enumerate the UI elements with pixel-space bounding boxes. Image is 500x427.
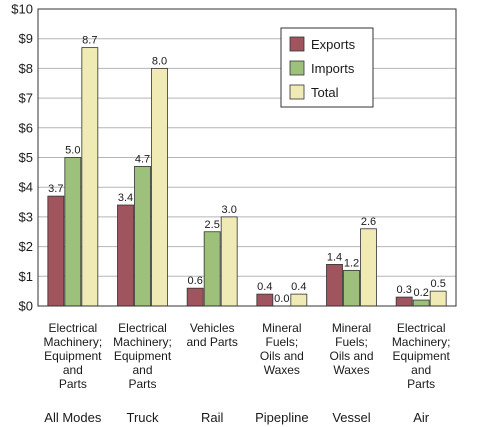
y-tick-label: $9 — [19, 31, 33, 46]
data-label: 0.0 — [274, 293, 289, 305]
category-label: Equipment — [114, 349, 172, 363]
bar-total — [151, 68, 168, 307]
data-label: 0.2 — [414, 287, 429, 299]
data-label: 8.0 — [152, 55, 167, 67]
category-label: Equipment — [44, 349, 102, 363]
y-tick-label: $5 — [19, 150, 33, 165]
category-label: Waxes — [333, 363, 369, 377]
bar-imports — [134, 166, 151, 307]
gridlines — [38, 38, 456, 277]
y-axis: $0 $1 $2 $3 $4 $5 $6 $7 $8 $9 $10 — [11, 2, 33, 314]
data-label: 2.6 — [361, 216, 376, 228]
y-tick-label: $8 — [19, 61, 33, 76]
legend-label: Exports — [311, 37, 356, 52]
data-label: 2.5 — [205, 219, 220, 231]
category-label: Oils and — [260, 349, 304, 363]
y-tick-label: $0 — [19, 299, 33, 314]
category-label: Fuels; — [265, 335, 298, 349]
x-axis-labels: ElectricalMachinery;EquipmentandPartsAll… — [43, 321, 450, 425]
category-label: Parts — [407, 377, 435, 391]
y-tick-label: $2 — [19, 239, 33, 254]
y-tick-label: $6 — [19, 120, 33, 135]
mode-label: Pipepline — [255, 410, 309, 425]
data-label: 5.0 — [65, 145, 80, 157]
legend-swatch — [289, 60, 305, 76]
legend-swatch — [289, 36, 305, 52]
bar-imports — [203, 231, 221, 307]
data-label: 1.4 — [327, 251, 342, 263]
bar-total — [429, 290, 447, 307]
bar-total — [81, 47, 99, 307]
category-label: Vehicles — [190, 321, 235, 335]
bar-imports — [412, 299, 430, 307]
data-label: 4.7 — [135, 153, 150, 165]
mode-label: All Modes — [44, 410, 102, 425]
data-label: 0.4 — [257, 281, 272, 293]
bar-total — [360, 228, 377, 307]
legend: Exports Imports Total — [280, 27, 374, 108]
category-label: and — [411, 363, 431, 377]
y-tick-label: $10 — [11, 2, 33, 17]
category-label: Machinery; — [43, 335, 102, 349]
data-label: 1.2 — [344, 257, 359, 269]
bar-imports — [64, 157, 82, 307]
bar-exports — [117, 204, 134, 307]
category-label: Mineral — [332, 321, 371, 335]
category-label: and — [132, 363, 152, 377]
data-labels: 3.7 5.0 8.7 3.4 4.7 8.0 0.6 2.53.0 0.40.00.4 1.4 1… — [48, 35, 446, 305]
mode-label: Air — [413, 410, 430, 425]
data-label: 0.5 — [431, 278, 446, 290]
category-label: Parts — [59, 377, 87, 391]
category-label: Machinery; — [392, 335, 451, 349]
mode-label: Rail — [201, 410, 224, 425]
plot-frame — [37, 8, 457, 307]
y-tick-label: $7 — [19, 91, 33, 106]
data-label: 0.6 — [188, 275, 203, 287]
category-label: and — [63, 363, 83, 377]
bar-exports — [326, 264, 343, 307]
data-label: 0.4 — [291, 281, 306, 293]
data-label: 3.0 — [222, 204, 237, 216]
category-label: Electrical — [48, 321, 97, 335]
category-label: Waxes — [264, 363, 300, 377]
y-tick-label: $4 — [19, 180, 33, 195]
category-label: Fuels; — [335, 335, 368, 349]
legend-label: Total — [311, 85, 339, 100]
bars — [47, 47, 447, 307]
category-label: Oils and — [329, 349, 373, 363]
data-label: 8.7 — [82, 35, 97, 47]
legend-label: Imports — [311, 61, 355, 76]
bar-imports — [343, 269, 360, 307]
category-label: Electrical — [118, 321, 167, 335]
bar-exports — [395, 296, 413, 307]
category-label: Electrical — [397, 321, 446, 335]
mode-label: Truck — [126, 410, 159, 425]
legend-swatch — [289, 84, 305, 100]
y-tick-label: $1 — [19, 269, 33, 284]
category-label: Mineral — [262, 321, 301, 335]
data-label: 0.3 — [397, 284, 412, 296]
category-label: and Parts — [186, 335, 237, 349]
category-label: Equipment — [392, 349, 450, 363]
mode-label: Vessel — [332, 410, 370, 425]
bar-exports — [47, 195, 65, 307]
category-label: Machinery; — [113, 335, 172, 349]
bar-total — [220, 216, 238, 307]
bar-total — [290, 293, 308, 307]
data-label: 3.7 — [48, 183, 63, 195]
bar-exports — [186, 287, 204, 307]
category-label: Parts — [128, 377, 156, 391]
bar-exports — [256, 293, 274, 307]
data-label: 3.4 — [118, 192, 133, 204]
y-tick-label: $3 — [19, 209, 33, 224]
